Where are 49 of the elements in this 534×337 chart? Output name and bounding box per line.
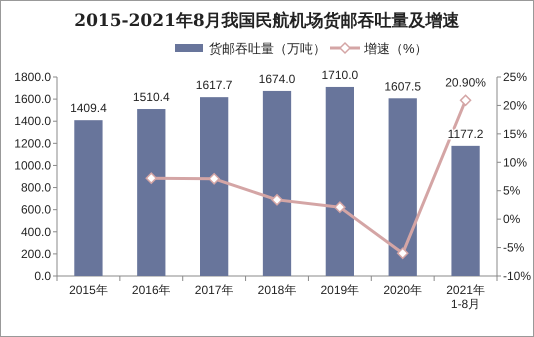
- y2-tick-label: -5%: [503, 240, 525, 255]
- y2-tick-label: 20%: [503, 98, 528, 112]
- y2-tick-label: 15%: [503, 126, 528, 141]
- y2-tick-label: 5%: [503, 184, 521, 198]
- data-label: 1710.0: [322, 68, 359, 82]
- chart-title: 2015-2021年8月我国民航机场货邮吞吐量及增速: [74, 11, 460, 31]
- y-tick-label: 1400.0: [14, 114, 52, 128]
- data-label: 1674.0: [258, 72, 296, 86]
- y-tick-label: 1600.0: [14, 92, 52, 106]
- point: [396, 248, 408, 260]
- legend-label: 货邮吞吐量（万吨）: [209, 41, 326, 56]
- point: [271, 194, 283, 206]
- x-tick-label: 2018年: [258, 283, 296, 297]
- x-tick-label: 2019年: [320, 283, 360, 297]
- legend-label: 增速（%）: [363, 41, 428, 56]
- point: [146, 172, 158, 184]
- bar: [326, 86, 354, 276]
- y-tick-label: 1200.0: [14, 136, 52, 150]
- x-tick-label: 2017年: [194, 283, 234, 297]
- bar: [200, 97, 228, 276]
- bar: [137, 109, 166, 276]
- y-tick-label: 400.0: [20, 224, 52, 239]
- y2-tick-label: 10%: [503, 155, 528, 170]
- y-tick-label: 1800.0: [14, 70, 52, 84]
- point: [460, 94, 472, 106]
- x-tick-label: 2020年: [383, 283, 422, 297]
- bar: [388, 98, 417, 276]
- data-label: 1409.4: [70, 101, 108, 116]
- bar: [262, 90, 292, 276]
- data-label: 1510.4: [132, 90, 170, 104]
- y2-tick-label: -10%: [503, 269, 532, 283]
- y-tick-label: 200.0: [20, 246, 52, 261]
- data-label: 20.90%: [445, 75, 486, 90]
- point: [208, 173, 220, 185]
- x-tick-label: 2015年: [69, 283, 108, 297]
- bar: [74, 120, 103, 276]
- y-tick-label: 0.0: [34, 269, 52, 283]
- y2-tick-label: 0%: [503, 212, 521, 226]
- x-tick-label: 2016年: [132, 283, 171, 297]
- y-tick-label: 1000.0: [14, 158, 52, 172]
- y2-tick-label: 25%: [503, 70, 528, 84]
- data-label: 1607.5: [384, 79, 422, 94]
- x-tick-label: 2021年 1-8月: [446, 283, 485, 311]
- y-tick-label: 800.0: [20, 180, 52, 195]
- data-label: 1617.7: [196, 78, 233, 92]
- data-label: 1177.2: [448, 126, 484, 141]
- point: [334, 201, 346, 213]
- y-tick-label: 600.0: [20, 202, 52, 217]
- bar: [451, 146, 480, 276]
